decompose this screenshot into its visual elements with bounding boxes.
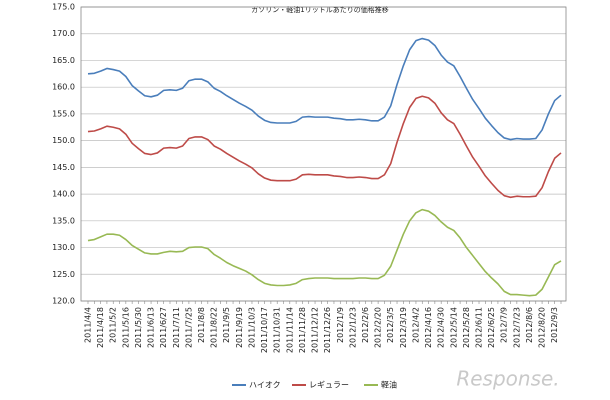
y-tick-label: 145.0 [52, 163, 75, 172]
y-tick-label: 120.0 [52, 297, 75, 306]
x-tick-label: 2012/1/9 [336, 307, 345, 343]
y-tick-label: 160.0 [52, 83, 75, 92]
x-tick-label: 2012/3/5 [386, 307, 395, 343]
x-tick-label: 2011/12/12 [311, 307, 320, 353]
x-tick-label: 2012/2/20 [374, 307, 383, 348]
x-tick-label: 2011/5/30 [134, 307, 143, 348]
y-tick-label: 140.0 [52, 190, 75, 199]
y-tick-label: 130.0 [52, 243, 75, 252]
x-tick-label: 2012/6/11 [475, 307, 484, 348]
x-tick-label: 2012/2/6 [361, 307, 370, 343]
watermark: Response. [456, 367, 559, 391]
x-tick-label: 2012/5/28 [462, 307, 471, 348]
x-tick-label: 2011/6/13 [147, 307, 156, 348]
legend-label: レギュラー [309, 381, 349, 390]
x-tick-label: 2012/4/30 [437, 307, 446, 348]
legend-label: ハイオク [249, 381, 281, 390]
y-tick-label: 135.0 [52, 216, 75, 225]
y-tick-label: 155.0 [52, 109, 75, 118]
x-tick-label: 2011/7/11 [172, 307, 181, 348]
x-tick-label: 2012/3/19 [399, 307, 408, 348]
x-tick-label: 2011/10/17 [260, 307, 269, 353]
series-line [87, 37, 562, 141]
x-tick-label: 2011/5/2 [109, 307, 118, 343]
plot-frame [80, 6, 567, 302]
x-tick-label: 2011/4/18 [96, 307, 105, 348]
series-line [87, 208, 562, 297]
x-tick-label: 2012/8/6 [525, 307, 534, 343]
x-tick-label: 2011/10/31 [273, 307, 282, 353]
x-tick-label: 2011/7/25 [184, 307, 193, 348]
x-tick-label: 2012/1/23 [348, 307, 357, 348]
x-tick-label: 2011/8/8 [197, 307, 206, 343]
y-tick-label: 170.0 [52, 29, 75, 38]
y-tick-label: 175.0 [52, 3, 75, 12]
legend-label: 軽油 [381, 380, 397, 390]
x-tick-label: 2012/5/14 [449, 307, 458, 348]
x-tick-label: 2011/10/3 [247, 307, 256, 348]
x-tick-label: 2012/7/23 [512, 307, 521, 348]
x-tick-label: 2012/9/3 [550, 307, 559, 343]
x-tick-label: 2012/7/9 [500, 307, 509, 343]
x-tick-label: 2011/9/19 [235, 307, 244, 348]
x-tick-label: 2011/12/26 [323, 307, 332, 353]
x-tick-label: 2011/8/22 [210, 307, 219, 348]
x-tick-label: 2011/6/27 [159, 307, 168, 348]
x-tick-label: 2011/9/5 [222, 307, 231, 343]
y-tick-label: 165.0 [52, 56, 75, 65]
x-tick-label: 2011/11/14 [285, 307, 294, 353]
y-tick-label: 150.0 [52, 136, 75, 145]
x-tick-label: 2012/4/2 [411, 307, 420, 343]
x-tick-label: 2011/5/16 [121, 307, 130, 348]
y-tick-label: 125.0 [52, 270, 75, 279]
x-tick-label: 2012/6/25 [487, 307, 496, 348]
x-tick-label: 2012/8/20 [538, 307, 547, 348]
x-tick-label: 2011/11/28 [298, 307, 307, 353]
series-line [87, 95, 562, 199]
x-tick-label: 2012/4/16 [424, 307, 433, 348]
chart-title: ガソリン・軽油1リットルあたりの価格推移 [251, 5, 388, 14]
x-tick-label: 2011/4/4 [84, 307, 93, 343]
